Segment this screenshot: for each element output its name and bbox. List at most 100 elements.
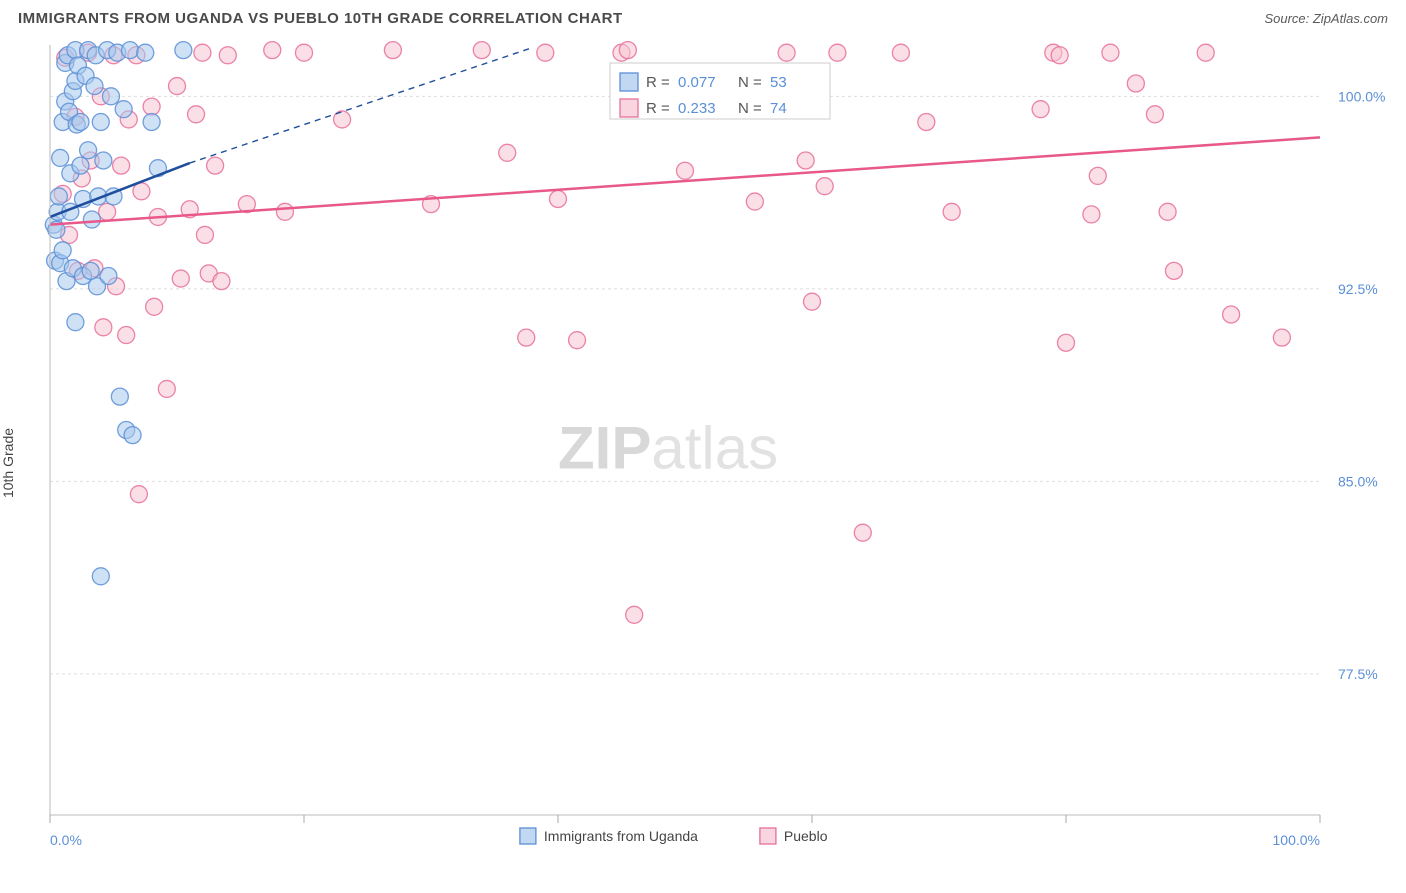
legend-swatch xyxy=(620,73,638,91)
data-point xyxy=(115,101,132,118)
data-point xyxy=(219,47,236,64)
data-point xyxy=(276,203,293,220)
data-point xyxy=(1058,334,1075,351)
y-axis-label: 10th Grade xyxy=(0,428,16,498)
data-point xyxy=(1223,306,1240,323)
data-point xyxy=(95,152,112,169)
data-point xyxy=(918,114,935,131)
data-point xyxy=(122,42,139,59)
data-point xyxy=(778,44,795,61)
y-tick-label: 85.0% xyxy=(1338,473,1378,489)
legend-r-value: 0.233 xyxy=(678,100,716,117)
x-tick-label: 0.0% xyxy=(50,832,82,848)
chart-container: 10th Grade 77.5% 85.0% 92.5% 100.0% ZIPatlas… xyxy=(0,33,1406,893)
data-point xyxy=(816,178,833,195)
legend-n-value: 74 xyxy=(770,100,787,117)
data-point xyxy=(130,486,147,503)
data-point xyxy=(72,114,89,131)
data-point xyxy=(146,298,163,315)
chart-title: IMMIGRANTS FROM UGANDA VS PUEBLO 10TH GR… xyxy=(18,10,623,27)
data-point xyxy=(626,606,643,623)
data-point xyxy=(67,314,84,331)
data-point xyxy=(943,203,960,220)
data-point xyxy=(1159,203,1176,220)
data-point xyxy=(746,193,763,210)
y-tick-label: 100.0% xyxy=(1338,88,1385,104)
legend-box xyxy=(610,63,830,119)
trend-line xyxy=(50,137,1320,224)
legend-swatch xyxy=(620,99,638,117)
data-point xyxy=(80,142,97,159)
data-point xyxy=(1165,262,1182,279)
data-point xyxy=(169,78,186,95)
data-point xyxy=(518,329,535,346)
data-point xyxy=(1089,167,1106,184)
bottom-legend-swatch xyxy=(760,828,776,844)
data-point xyxy=(143,114,160,131)
legend-r-value: 0.077 xyxy=(678,74,716,91)
data-point xyxy=(158,380,175,397)
bottom-legend-label: Pueblo xyxy=(784,828,828,844)
data-point xyxy=(133,183,150,200)
data-point xyxy=(892,44,909,61)
data-point xyxy=(196,226,213,243)
data-point xyxy=(1032,101,1049,118)
data-point xyxy=(143,98,160,115)
data-point xyxy=(83,211,100,228)
data-point xyxy=(473,42,490,59)
data-point xyxy=(854,524,871,541)
data-point xyxy=(213,273,230,290)
data-point xyxy=(118,327,135,344)
data-point xyxy=(1197,44,1214,61)
data-point xyxy=(797,152,814,169)
legend-n-label: N = xyxy=(738,100,762,117)
data-point xyxy=(95,319,112,336)
data-point xyxy=(86,78,103,95)
data-point xyxy=(188,106,205,123)
data-point xyxy=(1051,47,1068,64)
data-point xyxy=(1083,206,1100,223)
data-point xyxy=(52,149,69,166)
data-point xyxy=(296,44,313,61)
legend-n-label: N = xyxy=(738,74,762,91)
data-point xyxy=(113,157,130,174)
data-point xyxy=(384,42,401,59)
data-point xyxy=(1146,106,1163,123)
bottom-legend-label: Immigrants from Uganda xyxy=(544,828,698,844)
data-point xyxy=(264,42,281,59)
bottom-legend-swatch xyxy=(520,828,536,844)
data-point xyxy=(92,114,109,131)
data-point xyxy=(50,188,67,205)
data-point xyxy=(172,270,189,287)
data-point xyxy=(100,268,117,285)
chart-header: IMMIGRANTS FROM UGANDA VS PUEBLO 10TH GR… xyxy=(0,0,1406,33)
data-point xyxy=(82,262,99,279)
scatter-chart: 77.5% 85.0% 92.5% 100.0% ZIPatlas 0.0% 100.0% R… xyxy=(0,33,1406,879)
data-point xyxy=(829,44,846,61)
y-tick-label: 92.5% xyxy=(1338,281,1378,297)
data-point xyxy=(550,191,567,208)
data-point xyxy=(175,42,192,59)
x-tick-label: 100.0% xyxy=(1273,832,1320,848)
y-tick-label: 77.5% xyxy=(1338,666,1378,682)
data-point xyxy=(499,144,516,161)
data-point xyxy=(124,427,141,444)
data-point xyxy=(677,162,694,179)
data-point xyxy=(72,157,89,174)
watermark: ZIPatlas xyxy=(558,415,778,482)
chart-source: Source: ZipAtlas.com xyxy=(1264,11,1388,26)
data-point xyxy=(111,388,128,405)
data-point xyxy=(54,242,71,259)
legend-r-label: R = xyxy=(646,74,670,91)
trend-line-extrapolated xyxy=(190,48,533,164)
legend-n-value: 53 xyxy=(770,74,787,91)
data-point xyxy=(1102,44,1119,61)
data-point xyxy=(207,157,224,174)
data-point xyxy=(194,44,211,61)
data-point xyxy=(1273,329,1290,346)
data-point xyxy=(137,44,154,61)
legend-r-label: R = xyxy=(646,100,670,117)
data-point xyxy=(804,293,821,310)
data-point xyxy=(1127,75,1144,92)
data-point xyxy=(102,88,119,105)
